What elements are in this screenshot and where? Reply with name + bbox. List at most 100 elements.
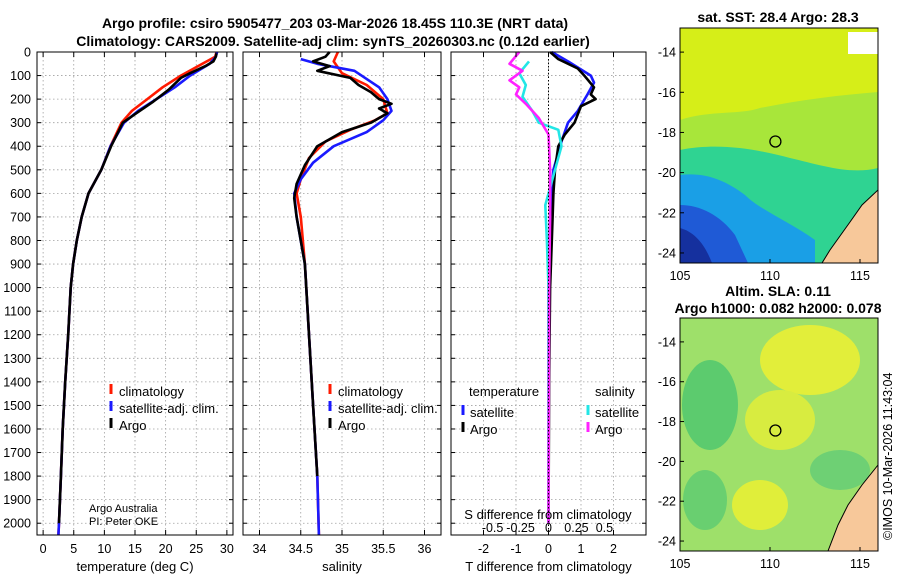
title-line-2: Climatology: CARS2009. Satellite-adj cli…	[76, 33, 590, 49]
x-tick-label: 115	[850, 269, 870, 283]
sla-low	[810, 450, 870, 490]
legend-label: satellite	[595, 405, 639, 420]
map-subtitle: Argo h1000: 0.082 h2000: 0.078	[674, 300, 881, 316]
sst-map-field	[680, 28, 878, 263]
y-tick-label: 1200	[3, 328, 31, 342]
x-tick-label: 0	[40, 542, 47, 556]
x-tick-label: -2	[478, 542, 489, 556]
series-climatology	[57, 51, 218, 536]
y-tick-label: -24	[658, 246, 676, 260]
sla-high	[760, 325, 860, 395]
x-tick-label: 34	[253, 542, 267, 556]
y-tick-label: 700	[10, 210, 31, 224]
sla-low	[682, 360, 738, 450]
y-tick-label: 300	[10, 116, 31, 130]
x-tick-label: 35	[335, 542, 349, 556]
sla-high	[732, 480, 788, 530]
legend-label: Argo	[338, 418, 365, 433]
s-axis-label: S difference from climatology	[464, 507, 632, 522]
y-tick-label: -22	[658, 495, 676, 509]
argo-location-marker	[769, 424, 782, 437]
land	[827, 464, 878, 551]
x-tick-label: 10	[97, 542, 111, 556]
x-tick-label: 36	[418, 542, 432, 556]
s-tick-label: -0.25	[506, 521, 535, 535]
panel-temperature: 0 5 10 15 20 25 30 temperature (deg C) 0 100 200 30…	[3, 46, 234, 575]
y-tick-label: 1400	[3, 375, 31, 389]
y-tick-label: 1100	[4, 305, 31, 319]
y-tick-label: 0	[24, 46, 31, 60]
y-tick-label: -20	[658, 166, 676, 180]
x-tick-label: 0	[545, 542, 552, 556]
y-tick-label: 800	[10, 234, 31, 248]
x-tick-label: 25	[189, 542, 203, 556]
warmest-band	[680, 28, 878, 120]
legend-label: climatology	[119, 384, 185, 399]
legend-label: satellite	[470, 405, 514, 420]
x-axis-label: temperature (deg C)	[76, 559, 193, 574]
coldest-region	[680, 228, 712, 263]
y-tick-label: 900	[10, 258, 31, 272]
series-s-satellite	[517, 60, 563, 524]
legend-salinity-title: salinity	[595, 384, 635, 399]
timestamp-stamp: ©IMOS 10-Mar-2026 11:43:04	[881, 373, 895, 540]
panel-salinity: 34 34.5 35 35.5 36 salinity climatology satelli…	[242, 51, 442, 574]
s-tick-label: 0.25	[564, 521, 588, 535]
y-tick-label: -14	[658, 335, 676, 349]
credit-line-2: PI: Peter OKE	[89, 516, 158, 528]
y-tick-label: 500	[10, 163, 31, 177]
series-argo	[292, 51, 393, 477]
y-tick-label: 2000	[3, 517, 31, 531]
y-tick-label: 1800	[3, 470, 31, 484]
y-tick-label: 400	[10, 140, 31, 154]
credit-line-1: Argo Australia	[89, 503, 158, 515]
x-tick-label: 110	[760, 269, 780, 283]
series-t-argo	[547, 51, 597, 524]
y-tick-label: 1900	[3, 493, 31, 507]
x-tick-label: 110	[760, 557, 780, 571]
y-tick-label: -18	[658, 415, 676, 429]
legend-label: satellite-adj. clim.	[338, 401, 438, 416]
x-tick-label: -1	[510, 542, 521, 556]
y-tick-label: -16	[658, 375, 676, 389]
y-tick-label: -24	[658, 535, 676, 549]
missing-data	[848, 32, 878, 54]
x-tick-label: 2	[610, 542, 617, 556]
y-tick-label: -20	[658, 455, 676, 469]
sla-high	[745, 390, 815, 450]
legend-label: climatology	[338, 384, 404, 399]
legend-label: Argo	[470, 422, 497, 437]
y-tick-label: -16	[658, 86, 676, 100]
series-s-argo	[508, 51, 552, 524]
y-tick-label: 1600	[3, 422, 31, 436]
land	[821, 189, 878, 263]
y-tick-label: 1300	[3, 352, 31, 366]
y-tick-label: -22	[658, 206, 676, 220]
x-tick-label: 20	[159, 542, 173, 556]
series-satellite-adj-clim-	[57, 51, 219, 536]
legend-label: Argo	[595, 422, 622, 437]
sla-low	[683, 470, 727, 530]
sla-map: 105 110 115 -14 -16 -18 -20 -22 -24 Altim. SLA: 0…	[658, 283, 882, 571]
x-tick-label: 115	[850, 557, 870, 571]
y-tick-label: 200	[10, 93, 31, 107]
map-title: sat. SST: 28.4 Argo: 28.3	[697, 9, 859, 25]
x-tick-label: 15	[128, 542, 142, 556]
legend-label: Argo	[119, 418, 146, 433]
x-tick-label: 105	[670, 269, 691, 283]
map-frame	[679, 317, 879, 552]
y-tick-label: -18	[658, 126, 676, 140]
x-axis-label: salinity	[322, 559, 362, 574]
y-tick-label: 1000	[3, 281, 31, 295]
map-panels: 105 110 115 -14 -16 -18 -20 -22 -24 sat. SST: 28.…	[658, 9, 882, 571]
legend-label: satellite-adj. clim.	[119, 401, 219, 416]
x-axis-label: T difference from climatology	[465, 559, 632, 574]
x-tick-label: 5	[70, 542, 77, 556]
sst-map: 105 110 115 -14 -16 -18 -20 -22 -24 sat. SST: 28.…	[658, 9, 879, 283]
y-tick-label: 1500	[3, 399, 31, 413]
series-argo	[57, 52, 218, 524]
s-tick-label: -0.5	[482, 521, 504, 535]
x-tick-label: 105	[670, 557, 691, 571]
y-tick-label: 1700	[3, 446, 31, 460]
